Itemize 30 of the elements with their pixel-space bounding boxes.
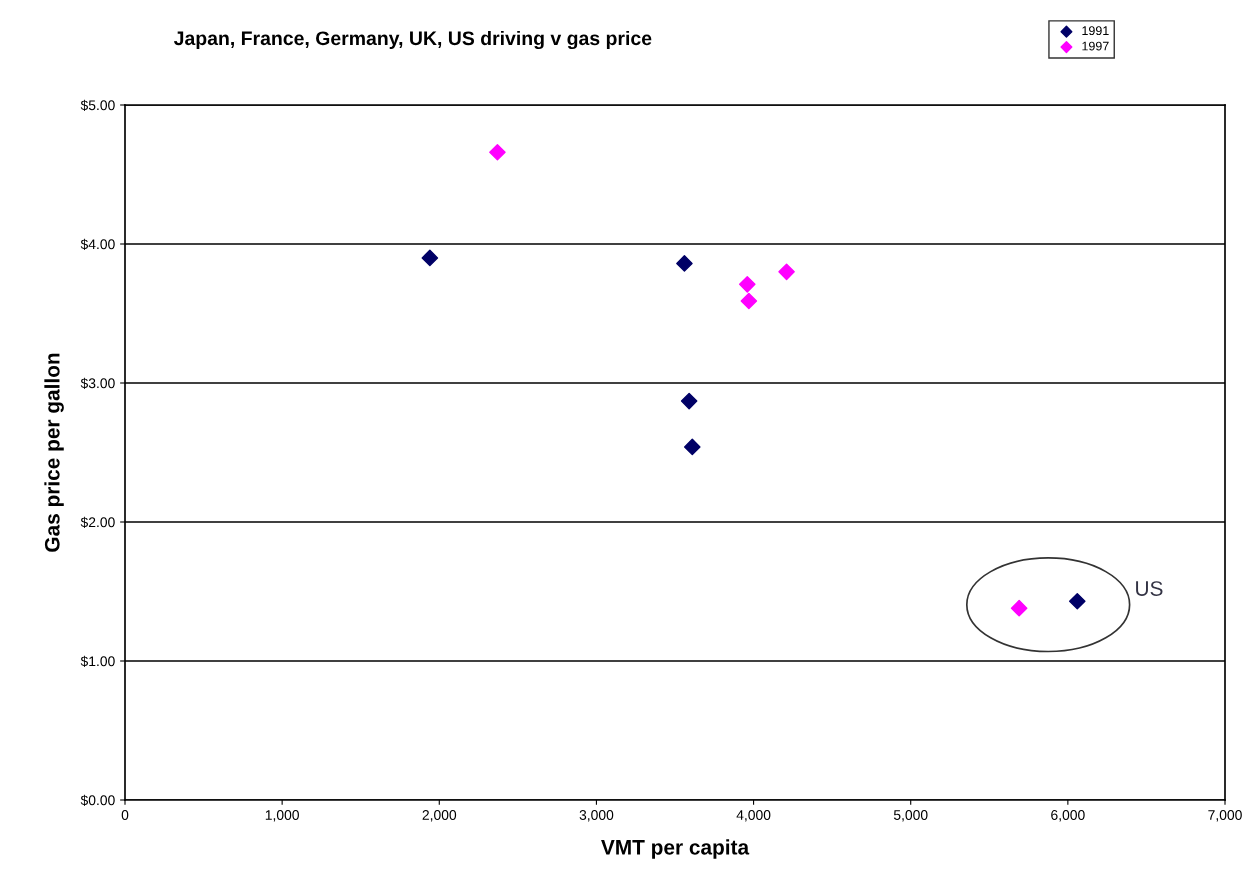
- point: [676, 255, 693, 272]
- y-tick-label: $2.00: [80, 516, 115, 528]
- point: [489, 143, 506, 161]
- point: [683, 438, 701, 456]
- x-tick-label: 4,000: [736, 810, 771, 822]
- y-axis-title: Gas price per gallon: [44, 353, 64, 552]
- x-tick-label: 5,000: [893, 810, 928, 822]
- point: [738, 276, 756, 293]
- annotation: US: [1136, 581, 1163, 596]
- point: [1068, 592, 1086, 610]
- x-axis-title: VMT per capita: [601, 839, 750, 859]
- y-tick-label: $5.00: [80, 99, 115, 111]
- x-tick-label: 7,000: [1208, 810, 1242, 822]
- point: [1010, 599, 1028, 617]
- y-tick-label: $1.00: [80, 655, 115, 667]
- y-tick-label: $4.00: [80, 238, 115, 250]
- y-tick-label: $0.00: [80, 794, 115, 806]
- point: [421, 249, 439, 267]
- x-tick-label: 0: [121, 810, 129, 820]
- x-tick-label: 6,000: [1051, 810, 1085, 822]
- legend-label: 1997: [1082, 41, 1109, 51]
- point: [740, 292, 758, 310]
- x-tick-label: 1,000: [265, 810, 299, 822]
- x-tick-label: 2,000: [422, 810, 457, 822]
- legend-label: 1991: [1082, 26, 1109, 36]
- point: [778, 263, 795, 281]
- y-tick-label: $3.00: [80, 377, 115, 389]
- point: [680, 392, 698, 410]
- chart-title: Japan, France, Germany, UK, US driving v gas price: [173, 30, 652, 50]
- x-tick-label: 3,000: [579, 810, 614, 822]
